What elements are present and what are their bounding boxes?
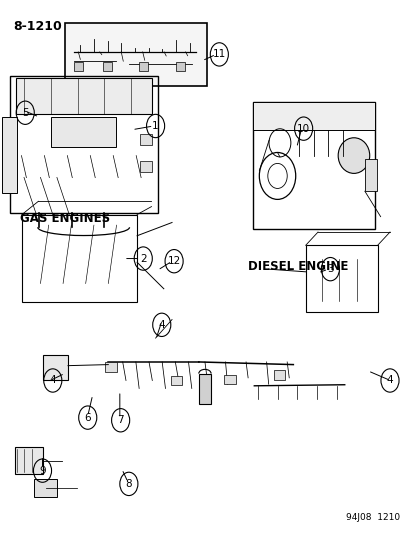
Bar	[140, 161, 152, 172]
Text: 1: 1	[152, 121, 159, 131]
Text: 5: 5	[22, 108, 28, 118]
Text: 7: 7	[117, 415, 123, 425]
Text: 8: 8	[125, 479, 132, 489]
Bar	[253, 102, 374, 130]
Text: DIESEL ENGINE: DIESEL ENGINE	[247, 260, 348, 273]
Bar	[2, 117, 17, 193]
Bar	[16, 78, 152, 114]
Text: 11: 11	[212, 50, 225, 59]
Text: 12: 12	[167, 256, 180, 266]
Bar	[198, 374, 211, 405]
Text: 4: 4	[158, 320, 165, 330]
Bar	[364, 159, 376, 191]
Bar	[9, 76, 157, 214]
Bar	[34, 479, 57, 497]
Bar	[65, 22, 206, 86]
Text: 4: 4	[386, 375, 392, 385]
Text: 4: 4	[50, 375, 56, 385]
Text: 6: 6	[84, 413, 91, 423]
Text: 10: 10	[297, 124, 309, 134]
Bar	[74, 62, 83, 71]
Text: 8-1210: 8-1210	[14, 20, 62, 33]
Bar	[138, 62, 147, 71]
Bar	[103, 62, 112, 71]
Bar	[273, 370, 285, 380]
Text: 94J08  1210: 94J08 1210	[345, 513, 399, 522]
Bar	[14, 447, 43, 474]
Bar	[253, 102, 374, 229]
Text: 9: 9	[39, 466, 46, 475]
Bar	[171, 376, 182, 385]
Ellipse shape	[337, 138, 369, 173]
Bar	[175, 62, 184, 71]
Bar	[224, 375, 235, 384]
Bar	[51, 117, 116, 147]
Bar	[43, 355, 68, 381]
Bar	[305, 245, 377, 312]
Text: 2: 2	[140, 254, 146, 263]
Text: 3: 3	[326, 264, 333, 274]
Bar	[140, 134, 152, 144]
Text: GAS ENGINES: GAS ENGINES	[20, 212, 110, 225]
Bar	[105, 362, 116, 372]
